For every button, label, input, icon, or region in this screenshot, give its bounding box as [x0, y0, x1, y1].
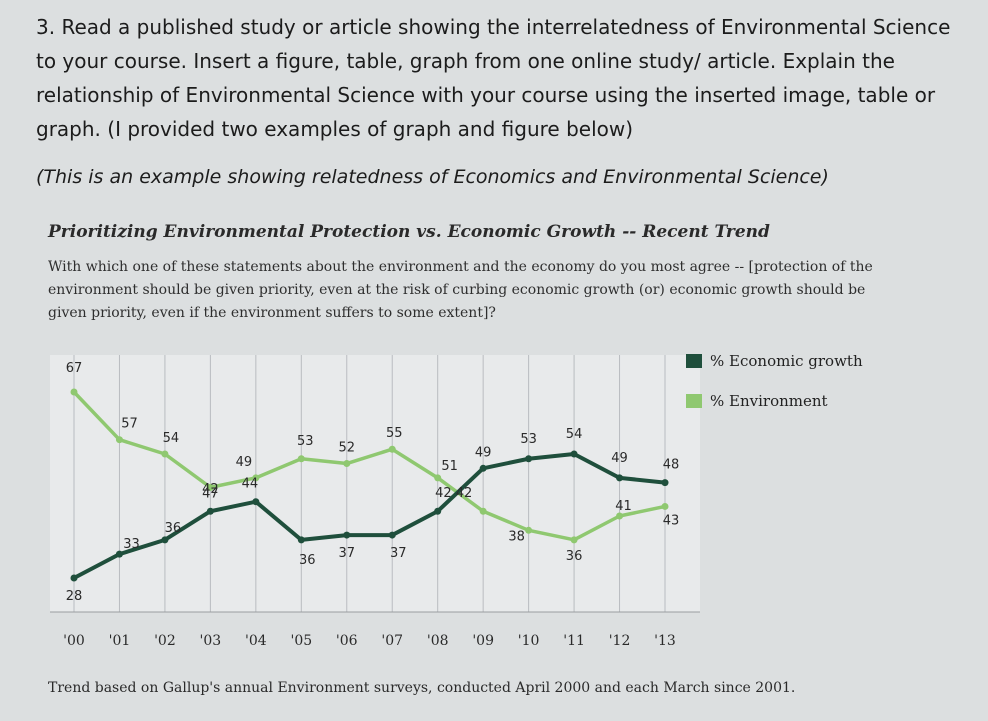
legend-item-environment: % Environment	[686, 392, 828, 410]
series-line-1	[72, 390, 667, 542]
data-point	[661, 479, 669, 487]
data-label: 54	[566, 427, 583, 442]
data-point	[525, 526, 533, 534]
question-text: 3. Read a published study or article sho…	[36, 15, 951, 141]
data-point	[616, 474, 624, 482]
x-tick-label: '03	[200, 633, 222, 649]
data-point	[434, 507, 442, 515]
data-point	[525, 455, 533, 463]
data-label: 51	[441, 459, 458, 474]
data-label: 33	[123, 537, 140, 552]
x-tick-label: '01	[109, 633, 131, 649]
x-tick-label: '10	[518, 633, 540, 649]
data-label: 36	[165, 521, 182, 536]
legend-label-economic: % Economic growth	[710, 352, 863, 370]
data-point	[388, 445, 396, 453]
data-label: 41	[615, 499, 632, 514]
data-point	[661, 502, 669, 510]
data-label: 38	[508, 529, 525, 544]
data-label: 49	[475, 445, 492, 460]
data-label: 36	[566, 549, 583, 564]
x-tick-label: '06	[336, 633, 358, 649]
data-point	[252, 474, 260, 482]
data-label: 44	[242, 477, 259, 492]
x-tick-label: '12	[609, 633, 631, 649]
data-label: 37	[338, 546, 355, 561]
plot-background	[50, 355, 700, 612]
x-tick-label: '09	[472, 633, 494, 649]
data-label: 42	[202, 482, 219, 497]
data-point	[70, 388, 78, 396]
legend-item-economic: % Economic growth	[686, 352, 863, 370]
data-label: 48	[663, 458, 680, 473]
x-tick-label: '11	[563, 633, 585, 649]
x-tick-label: '07	[381, 633, 403, 649]
data-label: 54	[163, 431, 180, 446]
x-tick-label: '08	[427, 633, 449, 649]
data-label: 53	[520, 432, 537, 447]
data-point	[570, 450, 578, 458]
data-label: 52	[338, 441, 355, 456]
data-point	[206, 483, 214, 491]
chart-footnote: Trend based on Gallup's annual Environme…	[48, 680, 796, 696]
data-label: 28	[66, 589, 83, 604]
data-point	[616, 512, 624, 520]
legend-label-environment: % Environment	[710, 392, 828, 410]
data-label: 37	[390, 546, 407, 561]
data-label: 47	[202, 486, 219, 501]
data-label: 36	[299, 553, 316, 568]
example-note: (This is an example showing relatedness …	[36, 166, 829, 188]
data-label: 42 42	[435, 486, 472, 501]
chart-title: Prioritizing Environmental Protection vs…	[48, 222, 770, 242]
data-point	[479, 507, 487, 515]
data-label: 67	[66, 361, 83, 376]
data-point	[115, 550, 123, 558]
data-point	[434, 474, 442, 482]
data-point	[297, 536, 305, 544]
chart-subtitle: With which one of these statements about…	[48, 259, 873, 321]
legend-swatch-environment	[686, 394, 702, 408]
data-point	[343, 531, 351, 539]
x-tick-label: '13	[654, 633, 676, 649]
data-point	[297, 455, 305, 463]
data-label: 49	[611, 451, 628, 466]
data-point	[343, 460, 351, 468]
series-line-0	[72, 452, 667, 580]
x-tick-label: '04	[245, 633, 267, 649]
x-tick-label: '02	[154, 633, 176, 649]
data-label: 55	[386, 426, 403, 441]
data-point	[388, 531, 396, 539]
data-point	[115, 436, 123, 444]
data-point	[161, 536, 169, 544]
data-point	[570, 536, 578, 544]
data-point	[161, 450, 169, 458]
data-label: 57	[121, 417, 138, 432]
x-tick-label: '00	[63, 633, 85, 649]
data-point	[70, 574, 78, 582]
data-point	[252, 498, 260, 506]
data-label: 53	[297, 434, 314, 449]
data-point	[206, 507, 214, 515]
data-label: 43	[663, 513, 680, 528]
legend-swatch-economic	[686, 354, 702, 368]
data-label: 49	[236, 455, 253, 470]
x-tick-label: '05	[290, 633, 312, 649]
data-point	[479, 464, 487, 472]
